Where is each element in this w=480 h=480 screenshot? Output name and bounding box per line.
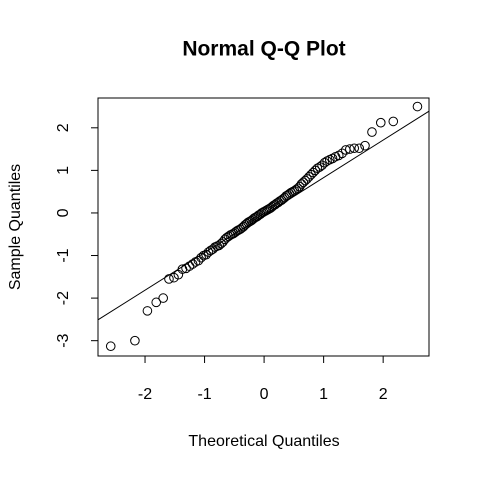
data-point	[296, 179, 307, 189]
y-axis-label: Sample Quantiles	[7, 164, 24, 290]
data-point	[158, 293, 168, 303]
data-point	[130, 335, 140, 346]
data-point	[283, 190, 293, 200]
data-point	[151, 297, 162, 308]
y-tick-label: -2	[55, 291, 72, 305]
data-point	[187, 259, 198, 269]
x-tick-label: 1	[319, 386, 328, 403]
data-point	[345, 144, 355, 154]
chart-title: Normal Q-Q Plot	[182, 38, 345, 61]
x-tick-label: -1	[197, 386, 211, 403]
y-tick-label: 1	[55, 166, 72, 175]
data-point	[412, 101, 423, 112]
data-point	[258, 207, 269, 217]
data-point	[319, 157, 330, 168]
data-point	[142, 306, 153, 316]
data-point	[193, 255, 204, 266]
data-point	[257, 208, 267, 218]
data-point	[164, 274, 174, 284]
x-axis-label: Theoretical Quantiles	[188, 433, 339, 450]
data-point	[228, 228, 239, 239]
data-point	[327, 153, 338, 164]
y-tick-label: -1	[55, 248, 72, 262]
y-tick-label: 2	[55, 123, 72, 132]
data-point	[312, 163, 323, 174]
data-point	[388, 116, 399, 127]
x-tick-label: -2	[138, 386, 152, 403]
data-point	[233, 225, 244, 235]
data-point	[230, 227, 241, 237]
data-point	[349, 143, 360, 154]
data-point	[105, 341, 116, 352]
data-point	[337, 148, 347, 159]
y-tick-label: 0	[55, 208, 72, 217]
y-tick-label: -3	[55, 333, 72, 347]
data-point	[284, 188, 295, 199]
data-point	[196, 252, 206, 263]
data-point	[281, 191, 292, 201]
plot-frame	[97, 97, 430, 357]
data-point	[291, 184, 301, 195]
data-point	[360, 140, 370, 151]
x-tick-label: 2	[379, 386, 388, 403]
data-point	[354, 143, 365, 154]
x-tick-label: 0	[260, 386, 269, 403]
data-point	[375, 117, 386, 128]
data-point	[367, 127, 377, 137]
